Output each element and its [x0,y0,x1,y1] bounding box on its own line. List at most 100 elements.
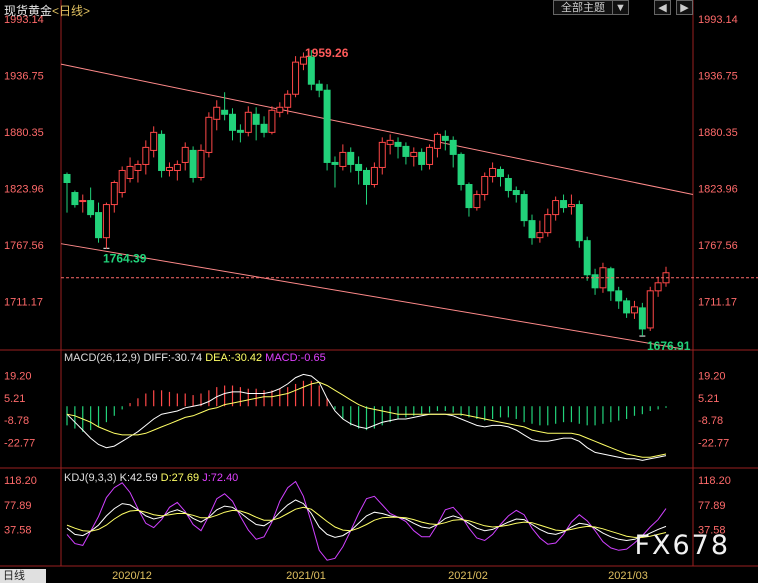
candle-body [638,307,646,330]
candle-body [449,139,457,155]
price-label-left: 1823.96 [4,184,44,196]
candle-body [260,123,268,133]
candle-body [418,151,426,165]
price-label-left: 1936.75 [4,70,44,82]
kdj-j: J:72.40 [202,472,239,484]
candle-body [583,240,591,276]
candle-body [292,61,300,95]
macd-axis-label-right: 19.20 [698,371,726,383]
time-axis-label: 2021/02 [448,570,488,582]
price-label-left: 1880.35 [4,127,44,139]
price-label-right: 1711.17 [698,297,737,309]
high-annotation: 1959.26 [305,46,349,60]
macd-legend: MACD(26,12,9) DIFF:-30.74 DEA:-30.42 MAC… [64,352,326,364]
kdj-axis-label-right: 37.58 [698,525,726,537]
low-annotation-a: 1764.39 [103,251,147,265]
candle-body [552,200,560,216]
candle-body [158,133,166,171]
candle-body [512,190,520,196]
kdj-panel: 118.20 118.20 77.89 77.89 37.58 37.58 [4,475,731,561]
price-label-right: 1880.35 [698,127,738,139]
macd-axis-label-right: 5.21 [698,393,719,405]
candle-body [410,151,418,157]
candle-body [173,163,181,171]
next-arrow-icon[interactable]: ▶ [676,0,693,15]
prev-arrow-icon[interactable]: ◀ [654,0,671,15]
candle-body [197,149,205,178]
candle-body [496,168,504,177]
kdj-axis-label-left: 37.58 [4,525,32,537]
candle-body [331,161,339,165]
price-label-right: 1823.96 [698,184,738,196]
kdj-k-line [66,499,667,542]
macd-value: MACD:-0.65 [265,352,326,364]
macd-axis-label-left: -22.77 [4,438,35,450]
macd-panel: 19.20 19.20 5.21 5.21 -8.78 -8.78 -22.77 -22.77 [4,371,729,461]
candle-body [339,151,347,167]
candle-body [134,163,142,171]
candle-body [87,200,95,216]
candle-body [110,182,118,206]
macd-dea: DEA:-30.42 [205,352,263,364]
macd-title: MACD(26,12,9) [64,352,141,364]
kdj-d: D:27.69 [160,472,200,484]
price-label-right: 1767.56 [698,240,738,252]
candle-body [473,194,481,209]
candle-body [355,163,363,171]
candle-body [181,146,189,163]
candle-body [63,173,71,184]
candle-body [567,204,575,208]
channel-upper-line [60,63,694,196]
trend-channel: 1959.26 1764.39 1676.91 [60,46,694,353]
candle-body [79,200,87,203]
candle-body [276,106,284,113]
macd-axis-label-left: -8.78 [4,415,29,427]
kdj-k: K:42.59 [119,472,158,484]
candle-body [347,151,355,165]
candle-body [607,268,615,292]
dropdown-arrow-icon[interactable]: ▼ [612,0,629,15]
macd-diff-line [66,373,667,461]
candle-body [284,93,292,108]
kdj-axis-label-right: 118.20 [698,475,731,487]
candle-body [426,146,434,165]
theme-dropdown[interactable]: 全部主题 [553,0,613,15]
kdj-j-line [66,480,667,561]
candle-body [315,83,323,91]
candle-body [150,131,158,151]
instrument-name: 现货黄金 [4,4,53,18]
time-axis-label: 2020/12 [112,570,152,582]
candle-body [378,141,386,168]
macd-axis-label-right: -22.77 [698,438,729,450]
candle-body [433,133,441,149]
candle-body [465,184,473,209]
period-button[interactable]: 日线 [0,569,46,583]
macd-axis-label-left: 19.20 [4,371,32,383]
low-annotation-b: 1676.91 [647,339,691,353]
candle-body [142,146,150,165]
candle-body [386,139,394,145]
candlestick-series [61,50,758,336]
kdj-axis-label-left: 77.89 [4,500,32,512]
candle-body [189,149,197,178]
kdj-title: KDJ(9,3,3) [64,472,117,484]
candle-body [71,192,79,206]
price-label-left: 1767.56 [4,240,44,252]
candle-body [221,109,229,115]
candle-body [244,111,252,133]
theme-label: 全部主题 [561,2,605,14]
candle-body [268,109,276,133]
chart-header: 现货黄金<日线> [4,2,90,19]
candle-body [307,56,315,85]
candle-body [126,165,134,179]
watermark: FX678 [634,530,730,561]
candle-body [323,89,331,163]
kdj-axis-label-left: 118.20 [4,475,37,487]
macd-axis-label-right: -8.78 [698,415,723,427]
candle-body [481,175,489,196]
candle-body [591,274,599,289]
candle-body [205,116,213,153]
candle-body [441,135,449,141]
